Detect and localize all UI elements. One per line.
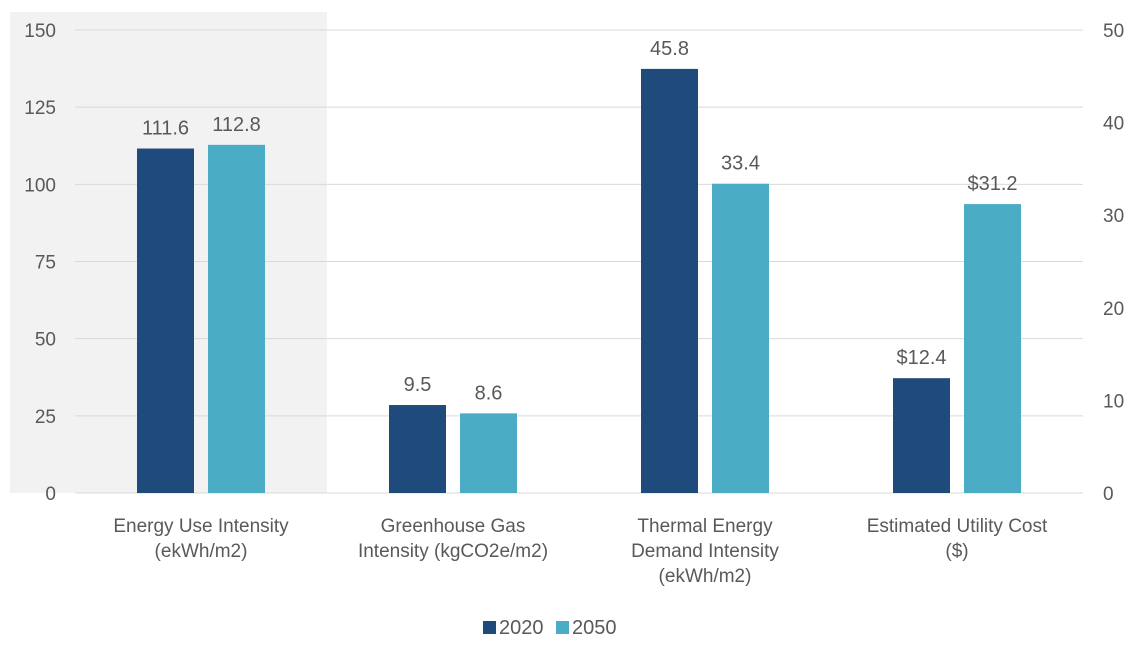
y-left-tick-label: 50: [35, 330, 56, 351]
y-left-tick-label: 0: [45, 484, 56, 505]
category-label: Intensity (kgCO2e/m2): [358, 541, 548, 562]
bar-2050: [208, 144, 265, 493]
data-label: 9.5: [404, 374, 432, 396]
y-left-tick-label: 150: [24, 21, 56, 42]
bar-2020: [137, 148, 194, 493]
y-left-tick-label: 125: [24, 98, 56, 119]
y-right-tick-label: 10: [1103, 391, 1124, 412]
y-right-tick-label: 50: [1103, 21, 1124, 42]
data-label: 112.8: [212, 114, 261, 136]
data-label: 8.6: [475, 382, 503, 404]
legend-label: 2020: [499, 617, 544, 639]
bar-2020: [893, 378, 950, 493]
data-label: $12.4: [896, 347, 946, 369]
y-left-tick-label: 75: [35, 253, 56, 274]
category-label: (ekWh/m2): [659, 566, 752, 587]
y-right-tick-label: 0: [1103, 484, 1114, 505]
category-label: Greenhouse Gas: [381, 516, 526, 537]
y-left-tick-label: 100: [24, 175, 56, 196]
category-label: (ekWh/m2): [155, 541, 248, 562]
category-label: Thermal Energy: [637, 516, 773, 537]
category-label: Energy Use Intensity: [113, 516, 289, 537]
bar-2050: [712, 183, 769, 493]
category-label: Estimated Utility Cost: [867, 516, 1048, 537]
y-right-tick-label: 20: [1103, 299, 1124, 320]
bar-2020: [641, 68, 698, 493]
data-label: 33.4: [721, 153, 760, 175]
bar-2020: [389, 405, 446, 493]
category-label: ($): [945, 541, 968, 562]
category-label: Demand Intensity: [631, 541, 779, 562]
legend-label: 2050: [572, 617, 617, 639]
data-label: $31.2: [967, 173, 1017, 195]
bar-2050: [460, 413, 517, 493]
y-left-tick-label: 25: [35, 407, 56, 428]
legend-swatch-2020: [483, 621, 496, 634]
y-right-tick-label: 30: [1103, 206, 1124, 227]
legend-swatch-2050: [556, 621, 569, 634]
y-right-tick-label: 40: [1103, 114, 1124, 135]
data-label: 45.8: [650, 38, 689, 60]
bar-2050: [964, 204, 1021, 493]
data-label: 111.6: [142, 118, 189, 140]
